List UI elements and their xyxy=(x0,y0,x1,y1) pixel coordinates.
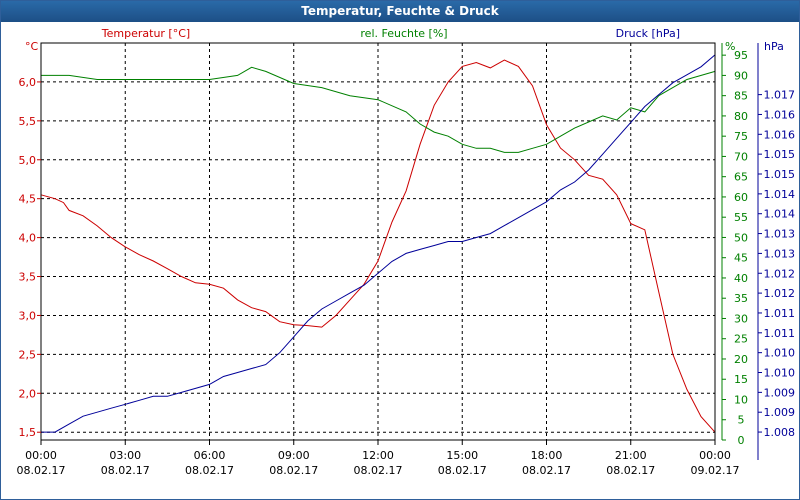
pressure-axis-label: Druck [hPa] xyxy=(616,27,680,40)
temperature-tick-label: 4,5 xyxy=(19,193,37,206)
temperature-tick-label: 5,5 xyxy=(19,115,37,128)
x-tick-label-time: 03:00 xyxy=(109,449,141,462)
pressure-tick-label: 1.010 xyxy=(764,367,796,380)
plot-border xyxy=(40,42,716,441)
humidity-axis-unit: % xyxy=(725,40,735,53)
humidity-tick-label: 40 xyxy=(734,272,748,285)
pressure-tick-label: 1.011 xyxy=(764,327,796,340)
temperature-tick-label: 2,5 xyxy=(19,348,37,361)
x-tick-label-time: 21:00 xyxy=(615,449,647,462)
humidity-tick-label: 95 xyxy=(734,49,748,62)
humidity-axis-label: rel. Feuchte [%] xyxy=(360,27,447,40)
temperature-tick-label: 3,5 xyxy=(19,271,37,284)
x-tick-label-date: 08.02.17 xyxy=(522,464,571,477)
temperature-tick-label: 5,0 xyxy=(19,154,37,167)
x-tick-label-time: 09:00 xyxy=(278,449,310,462)
series-line-humidity xyxy=(41,66,716,153)
humidity-tick-label: 35 xyxy=(734,292,748,305)
x-tick-label-date: 08.02.17 xyxy=(438,464,487,477)
humidity-tick-label: 80 xyxy=(734,110,748,123)
x-tick-label-date: 08.02.17 xyxy=(269,464,318,477)
x-tick-label-date: 08.02.17 xyxy=(606,464,655,477)
pressure-tick-label: 1.015 xyxy=(764,168,796,181)
humidity-tick-label: 10 xyxy=(734,393,748,406)
pressure-tick-label: 1.013 xyxy=(764,228,796,241)
humidity-tick-label: 70 xyxy=(734,150,748,163)
x-tick-label-date: 08.02.17 xyxy=(354,464,403,477)
x-tick-label-date: 09.02.17 xyxy=(691,464,740,477)
pressure-tick-label: 1.012 xyxy=(764,287,796,300)
humidity-tick-label: 60 xyxy=(734,191,748,204)
axes-group: 00:00 08.02.17 03:00 08.02.17 06:00 08.02.17 0… xyxy=(17,42,796,477)
temperature-axis-label: Temperatur [°C] xyxy=(101,27,190,40)
x-tick-label-time: 15:00 xyxy=(446,449,478,462)
humidity-tick-label: 25 xyxy=(734,333,748,346)
pressure-tick-label: 1.017 xyxy=(764,89,796,102)
pressure-axis-unit: hPa xyxy=(764,40,784,53)
temperature-tick-label: 2,0 xyxy=(19,387,37,400)
x-tick-label-time: 18:00 xyxy=(531,449,563,462)
x-tick-label-time: 00:00 xyxy=(25,449,57,462)
x-tick-label-time: 06:00 xyxy=(194,449,226,462)
humidity-tick-label: 5 xyxy=(738,414,745,427)
temperature-tick-label: 1,5 xyxy=(19,426,37,439)
pressure-tick-label: 1.014 xyxy=(764,208,796,221)
temperature-tick-label: 6,0 xyxy=(19,76,37,89)
pressure-tick-label: 1.016 xyxy=(764,108,796,121)
pressure-tick-label: 1.009 xyxy=(764,386,796,399)
humidity-tick-label: 0 xyxy=(738,434,745,447)
x-tick-label-time: 12:00 xyxy=(362,449,394,462)
gridlines xyxy=(41,43,715,440)
humidity-tick-label: 65 xyxy=(734,171,748,184)
pressure-tick-label: 1.011 xyxy=(764,307,796,320)
series-group xyxy=(40,54,716,433)
pressure-tick-label: 1.009 xyxy=(764,406,796,419)
humidity-tick-label: 30 xyxy=(734,312,748,325)
humidity-tick-label: 90 xyxy=(734,69,748,82)
humidity-tick-label: 85 xyxy=(734,90,748,103)
x-tick-label-date: 08.02.17 xyxy=(101,464,150,477)
temperature-axis-unit: °C xyxy=(25,40,39,53)
humidity-tick-label: 15 xyxy=(734,373,748,386)
pressure-tick-label: 1.014 xyxy=(764,188,796,201)
humidity-tick-label: 20 xyxy=(734,353,748,366)
series-line-temperature xyxy=(40,59,716,433)
x-tick-label-date: 08.02.17 xyxy=(17,464,66,477)
pressure-tick-label: 1.010 xyxy=(764,347,796,360)
humidity-tick-label: 50 xyxy=(734,231,748,244)
humidity-tick-label: 45 xyxy=(734,252,748,265)
temperature-tick-label: 4,0 xyxy=(19,232,37,245)
pressure-tick-label: 1.013 xyxy=(764,247,796,260)
chart-title: Temperatur, Feuchte & Druck xyxy=(1,1,799,22)
humidity-tick-label: 75 xyxy=(734,130,748,143)
temperature-tick-label: 3,0 xyxy=(19,309,37,322)
series-line-pressure xyxy=(41,54,716,433)
pressure-tick-label: 1.015 xyxy=(764,148,796,161)
pressure-tick-label: 1.008 xyxy=(764,426,796,439)
pressure-tick-label: 1.016 xyxy=(764,128,796,141)
humidity-tick-label: 55 xyxy=(734,211,748,224)
pressure-tick-label: 1.012 xyxy=(764,267,796,280)
x-tick-label-date: 08.02.17 xyxy=(185,464,234,477)
x-tick-label-time: 00:00 xyxy=(699,449,731,462)
